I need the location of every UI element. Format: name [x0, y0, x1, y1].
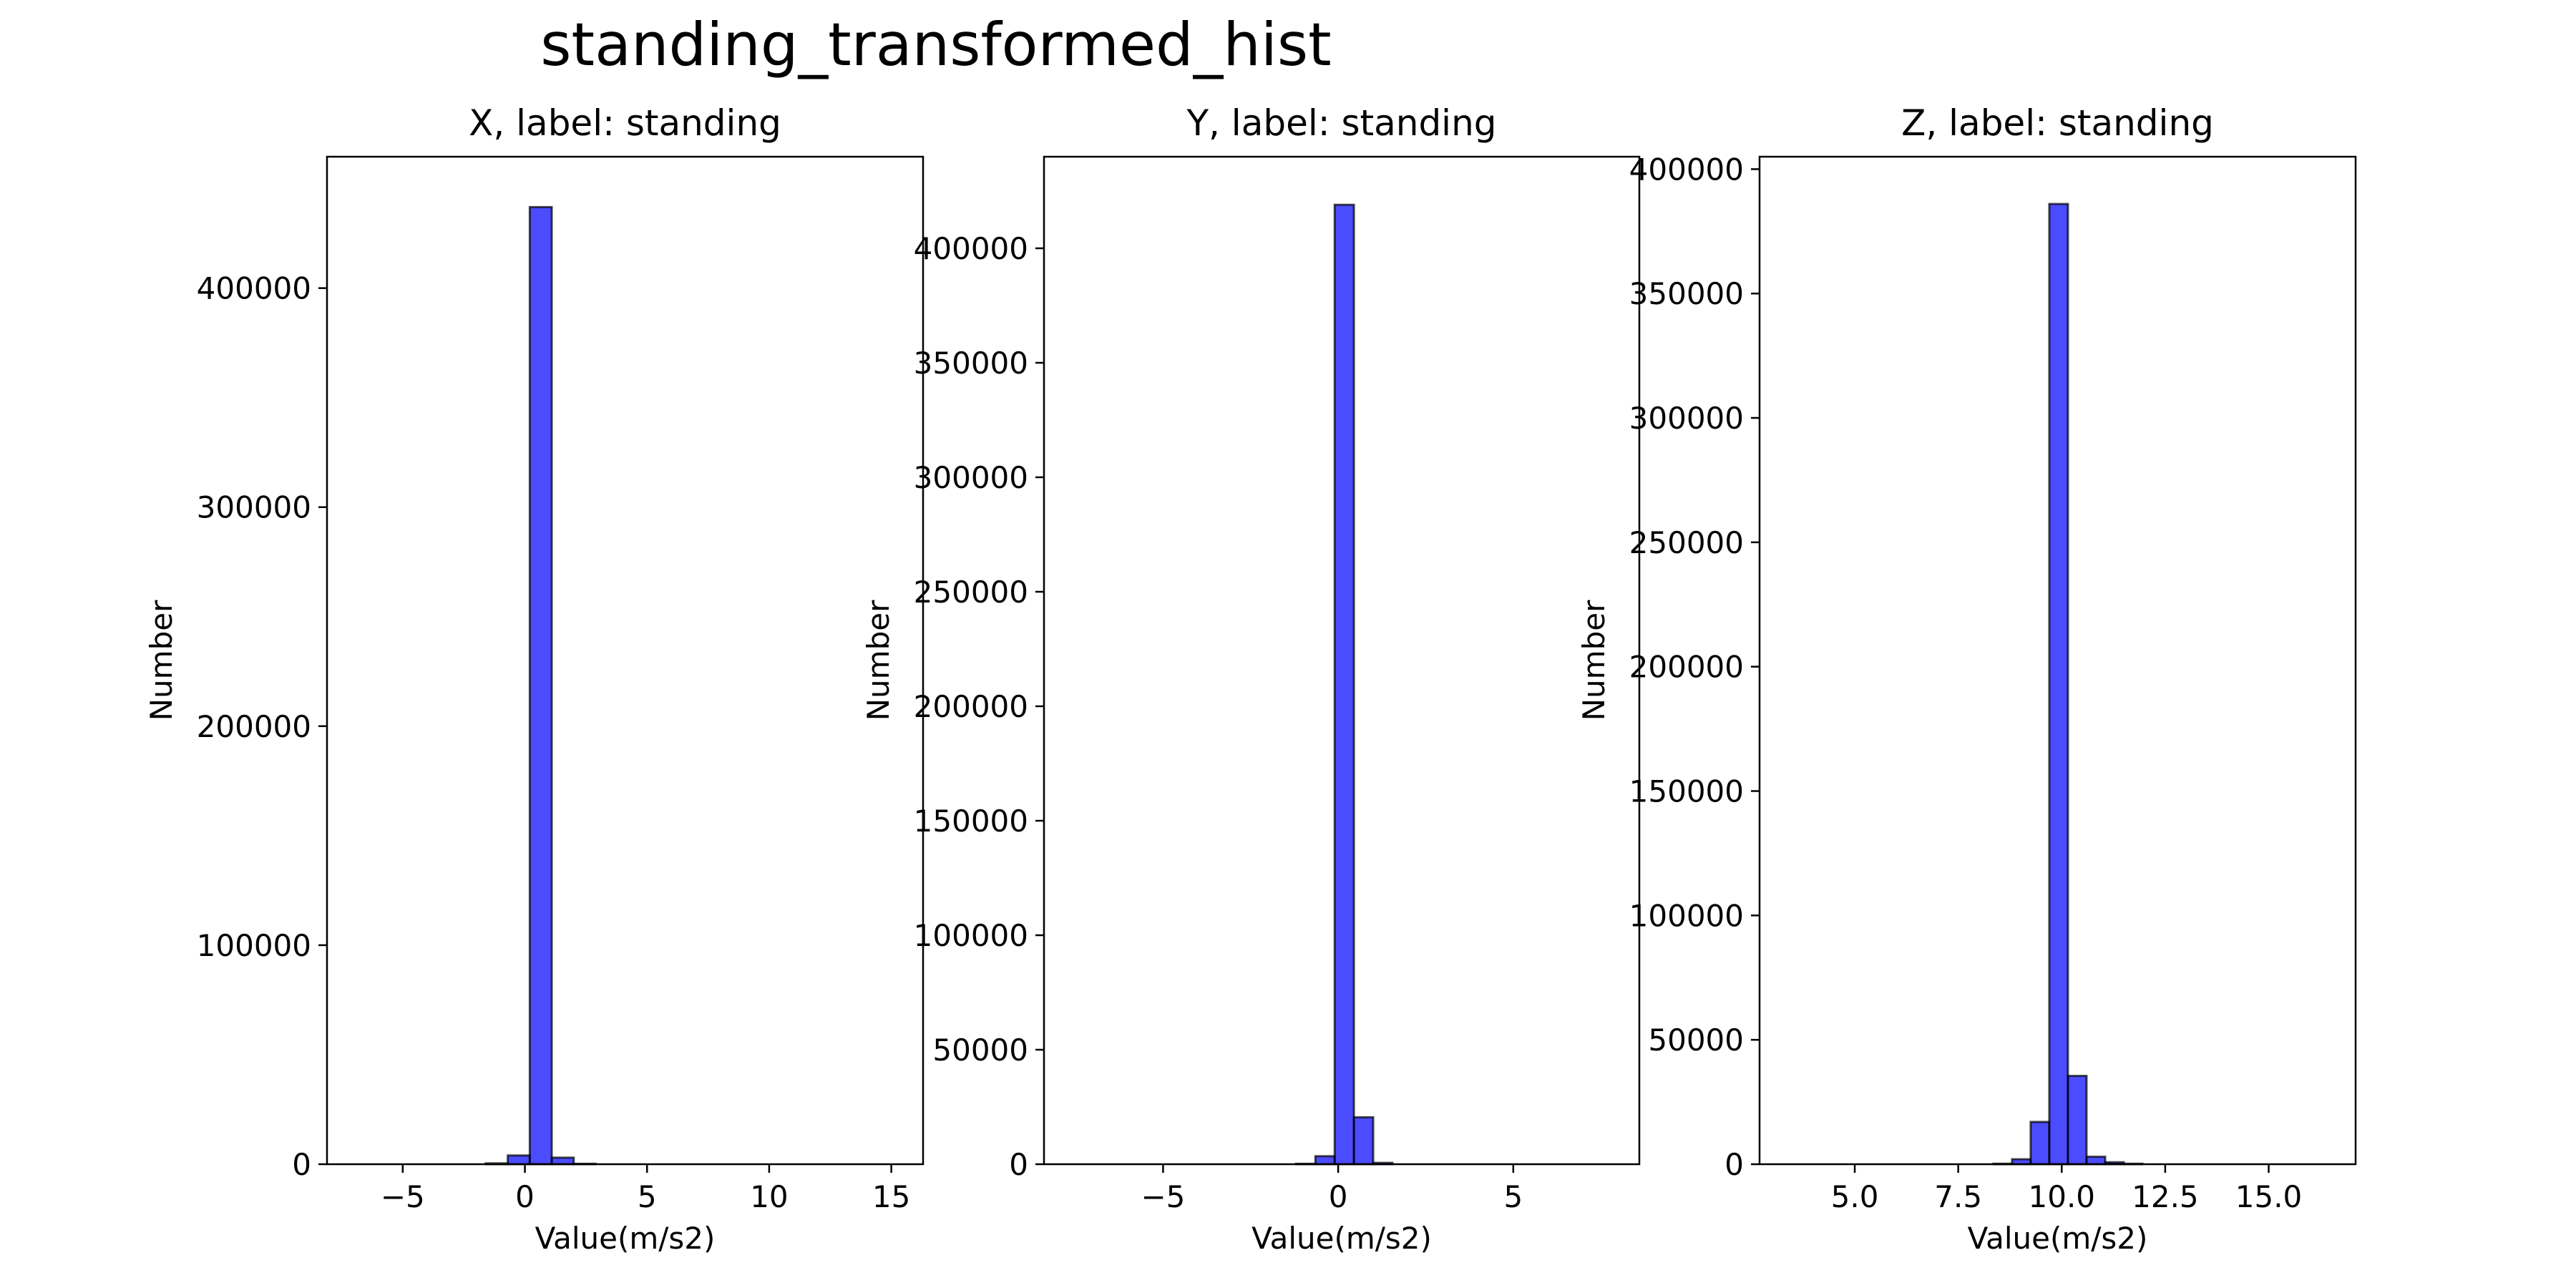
y-tick-label: 300000	[914, 460, 1028, 495]
y-tick-label: 0	[1724, 1147, 1744, 1182]
histogram-bar	[1333, 203, 1355, 1166]
x-axis-label: Value(m/s2)	[535, 1221, 716, 1256]
histogram-bar	[1314, 1155, 1336, 1166]
panel-x: −5 0 5 10 15 0 100000 200000 300000 400000 X, labe…	[144, 102, 924, 1256]
y-axis-label: Number	[1576, 600, 1611, 721]
x-tick-label: −5	[1141, 1179, 1185, 1214]
panel-y: −5 0 5 0 50000 100000 150000 200000 250000 300000…	[861, 102, 1641, 1256]
axes-frame	[326, 155, 924, 1166]
figure-title: standing_transformed_hist	[540, 10, 1331, 79]
y-tick-label: 0	[1009, 1147, 1028, 1182]
y-tick-label: 100000	[914, 918, 1028, 953]
x-tick-label: 5	[1503, 1179, 1523, 1214]
y-tick-label: 400000	[914, 231, 1028, 266]
histogram-bar	[550, 1156, 575, 1166]
histogram-bar	[1352, 1116, 1375, 1166]
x-tick-label: 10.0	[2029, 1179, 2096, 1214]
axes-frame	[1043, 155, 1641, 1166]
y-tick-label: 0	[292, 1147, 311, 1182]
y-tick-label: 50000	[1648, 1023, 1744, 1058]
y-tick-label: 250000	[1629, 525, 1744, 560]
x-tick-label: −5	[381, 1179, 425, 1214]
y-tick-label: 150000	[1629, 774, 1744, 809]
histogram-bar	[2085, 1156, 2107, 1166]
y-tick-label: 200000	[1629, 650, 1744, 685]
subplot-title-x: X, label: standing	[469, 102, 781, 144]
y-tick-label: 400000	[197, 271, 311, 306]
subplot-title-z: Z, label: standing	[1901, 102, 2214, 144]
histogram-bar	[2029, 1121, 2051, 1166]
subplot-title-y: Y, label: standing	[1186, 102, 1496, 144]
x-axis-label: Value(m/s2)	[1968, 1221, 2148, 1256]
x-tick-label: 7.5	[1934, 1179, 1982, 1214]
y-tick-label: 400000	[1629, 152, 1744, 187]
x-tick-label: 15.0	[2235, 1179, 2303, 1214]
x-tick-label: 10	[750, 1179, 788, 1214]
x-tick-label: 5.0	[1831, 1179, 1879, 1214]
axes-frame	[1758, 155, 2357, 1166]
x-tick-label: 5	[638, 1179, 657, 1214]
histogram-bar	[528, 205, 553, 1166]
y-axis-label: Number	[144, 600, 179, 721]
y-tick-label: 200000	[197, 709, 311, 744]
panel-z: 5.0 7.5 10.0 12.5 15.0 0 50000 100000 150000 2000…	[1576, 102, 2357, 1256]
y-tick-label: 100000	[1629, 898, 1744, 933]
y-axis-label: Number	[861, 600, 896, 721]
y-tick-label: 100000	[197, 928, 311, 963]
histogram-bar	[507, 1154, 531, 1166]
x-tick-label: 15	[872, 1179, 910, 1214]
x-tick-label: 0	[515, 1179, 535, 1214]
y-tick-label: 350000	[1629, 276, 1744, 311]
y-tick-label: 300000	[197, 490, 311, 525]
y-tick-label: 200000	[914, 689, 1028, 724]
y-tick-label: 250000	[914, 575, 1028, 610]
y-tick-label: 350000	[914, 346, 1028, 381]
x-tick-label: 0	[1329, 1179, 1348, 1214]
x-axis-label: Value(m/s2)	[1252, 1221, 1432, 1256]
y-tick-label: 150000	[914, 804, 1028, 839]
x-tick-label: 12.5	[2132, 1179, 2199, 1214]
histogram-bar	[2067, 1075, 2088, 1166]
y-tick-label: 50000	[932, 1033, 1028, 1068]
histogram-bar	[2048, 203, 2069, 1166]
y-tick-label: 300000	[1629, 401, 1744, 436]
